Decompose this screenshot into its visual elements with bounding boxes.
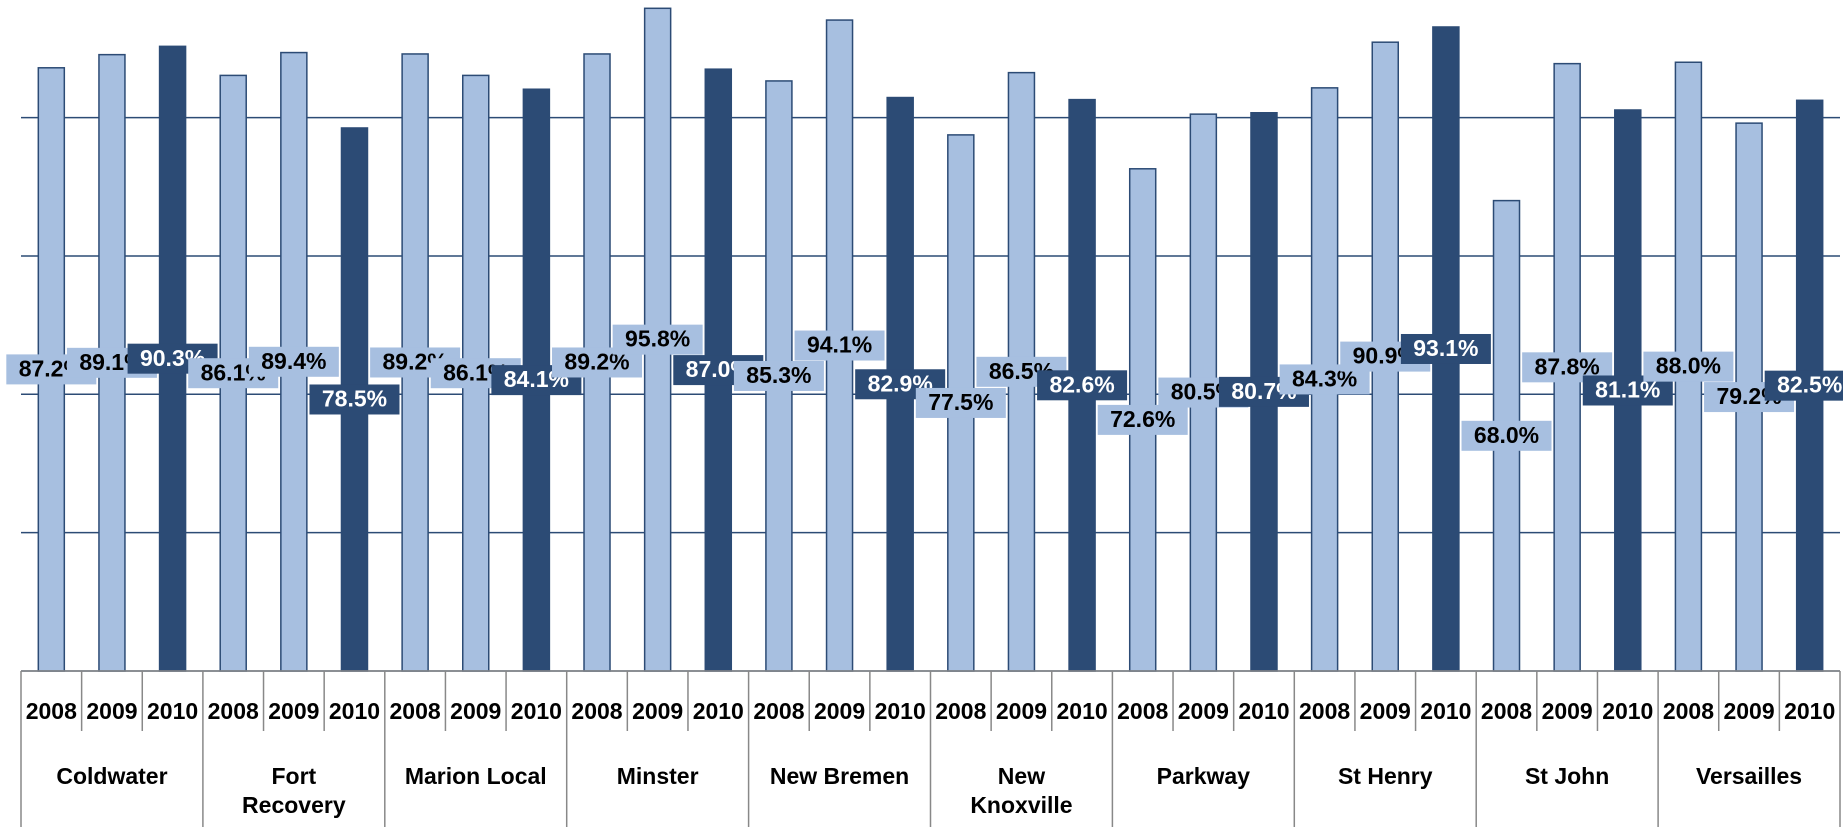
x-tick-label: 2009 bbox=[1723, 698, 1774, 724]
bars bbox=[37, 7, 1824, 672]
x-tick-label: 2009 bbox=[814, 698, 865, 724]
x-tick-label: 2008 bbox=[390, 698, 441, 724]
x-tick-label: 2008 bbox=[753, 698, 804, 724]
x-tick-label: 2010 bbox=[1056, 698, 1107, 724]
x-tick-label: 2008 bbox=[26, 698, 77, 724]
data-label-box bbox=[733, 360, 824, 391]
x-tick-label: 2008 bbox=[208, 698, 259, 724]
category-label: Coldwater bbox=[56, 763, 168, 789]
data-label-box bbox=[1037, 370, 1128, 401]
data-label: 87.8% bbox=[1535, 353, 1600, 379]
data-label-box bbox=[309, 384, 400, 415]
x-tick-label: 2010 bbox=[1420, 698, 1471, 724]
category-label: Minster bbox=[616, 763, 699, 789]
data-label: 85.3% bbox=[746, 362, 811, 388]
x-tick-label: 2009 bbox=[1360, 698, 1411, 724]
data-label-box bbox=[1643, 351, 1734, 382]
data-label: 88.0% bbox=[1656, 353, 1721, 379]
data-labels: 87.2%89.1%90.3%86.1%89.4%78.5%89.2%86.1%… bbox=[6, 324, 1843, 451]
data-label: 95.8% bbox=[625, 326, 690, 352]
x-tick-label: 2010 bbox=[693, 698, 744, 724]
data-label: 68.0% bbox=[1474, 422, 1539, 448]
x-tick-label: 2009 bbox=[86, 698, 137, 724]
data-label-box bbox=[612, 324, 703, 355]
x-tick-label: 2008 bbox=[1117, 698, 1168, 724]
x-tick-label: 2010 bbox=[147, 698, 198, 724]
data-label-box bbox=[1097, 404, 1188, 435]
data-label: 78.5% bbox=[322, 386, 387, 412]
category-label: Fort Recovery bbox=[242, 763, 346, 818]
x-tick-label: 2009 bbox=[632, 698, 683, 724]
data-label: 93.1% bbox=[1413, 335, 1478, 361]
data-label: 94.1% bbox=[807, 332, 872, 358]
x-tick-label: 2010 bbox=[1238, 698, 1289, 724]
data-label-box bbox=[915, 387, 1006, 418]
x-tick-label: 2009 bbox=[450, 698, 501, 724]
category-label: Marion Local bbox=[404, 763, 547, 789]
x-tick-label: 2009 bbox=[268, 698, 319, 724]
category-label: New Bremen bbox=[769, 763, 910, 789]
x-tick-label: 2009 bbox=[996, 698, 1047, 724]
x-tick-label: 2009 bbox=[1178, 698, 1229, 724]
x-tick-label: 2008 bbox=[1663, 698, 1714, 724]
data-label-box bbox=[1764, 370, 1843, 401]
data-label-box bbox=[1461, 420, 1552, 451]
x-tick-label: 2008 bbox=[1299, 698, 1350, 724]
category-label: New Knoxville bbox=[970, 763, 1073, 818]
data-label-box bbox=[248, 346, 339, 377]
category-label: St John bbox=[1524, 763, 1610, 789]
data-label: 82.5% bbox=[1777, 372, 1842, 398]
data-label: 72.6% bbox=[1110, 406, 1175, 432]
category-label: St Henry bbox=[1337, 763, 1433, 789]
data-label: 89.4% bbox=[261, 348, 326, 374]
x-tick-label: 2010 bbox=[875, 698, 926, 724]
x-tick-label: 2008 bbox=[571, 698, 622, 724]
data-label: 82.6% bbox=[1049, 371, 1114, 397]
x-tick-label: 2010 bbox=[511, 698, 562, 724]
data-label-box bbox=[794, 330, 885, 361]
data-label-box bbox=[1400, 333, 1491, 364]
x-tick-label: 2010 bbox=[1784, 698, 1835, 724]
x-tick-label: 2009 bbox=[1542, 698, 1593, 724]
x-tick-label: 2008 bbox=[1481, 698, 1532, 724]
category-label: Versailles bbox=[1695, 763, 1803, 789]
x-tick-label: 2010 bbox=[329, 698, 380, 724]
data-label: 77.5% bbox=[928, 389, 993, 415]
x-tick-label: 2008 bbox=[935, 698, 986, 724]
category-label: Parkway bbox=[1156, 763, 1251, 789]
x-tick-label: 2010 bbox=[1602, 698, 1653, 724]
